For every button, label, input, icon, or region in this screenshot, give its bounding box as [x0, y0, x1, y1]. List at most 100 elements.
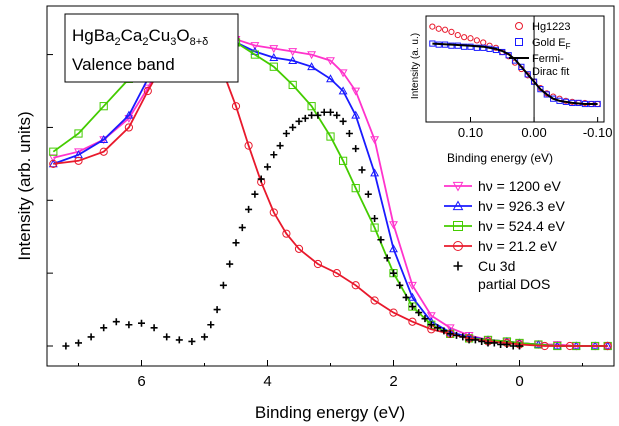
inset-y-axis-label: Intensity (a. u.)	[410, 33, 421, 99]
main-point-0-14	[326, 57, 335, 66]
main-point-4-35	[352, 145, 360, 153]
main-point-4-60	[509, 342, 517, 350]
annotation-valence-band: Valence band	[72, 55, 175, 74]
main-point-4-45	[415, 309, 423, 317]
main-point-4-51	[453, 331, 460, 339]
main-legend-label-3: hν = 21.2 eV	[478, 238, 558, 254]
main-point-4-3	[100, 324, 108, 332]
inset-background	[410, 12, 608, 126]
inset-point-0-7	[473, 37, 480, 44]
main-point-2-12	[288, 80, 297, 90]
inset-legend-label-1: Gold EF	[532, 37, 571, 51]
main-point-0-19	[407, 281, 417, 290]
main-point-3-2	[99, 147, 108, 156]
main-point-2-17	[370, 223, 379, 232]
main-point-1-2	[99, 134, 109, 143]
main-point-4-52	[459, 333, 467, 341]
main-point-2-11	[269, 62, 278, 71]
main-point-4-22	[270, 151, 278, 159]
inset-legend-label-2-line2: Dirac fit	[532, 66, 569, 78]
formula-ca: Ca	[121, 26, 143, 45]
main-point-2-19	[408, 302, 417, 311]
main-series-cu-3d	[62, 108, 523, 350]
main-point-3-11	[244, 141, 253, 150]
main-point-3-15	[294, 244, 304, 253]
main-point-3-21	[408, 317, 417, 326]
main-point-4-49	[440, 327, 448, 335]
main-point-2-1	[74, 129, 83, 138]
formula-o: O	[176, 26, 189, 45]
main-point-2-0	[49, 147, 58, 156]
main-point-4-28	[308, 111, 316, 119]
main-point-0-21	[445, 324, 455, 333]
main-point-0-15	[338, 69, 348, 78]
main-point-4-8	[163, 333, 171, 341]
main-point-4-47	[427, 321, 435, 329]
inset-legend-marker-0	[515, 22, 523, 30]
main-x-tick-label-1: 4	[263, 373, 271, 390]
main-legend-label-2: hν = 524.4 eV	[478, 218, 565, 234]
inset-point-0-2	[441, 26, 449, 33]
inset-point-0-6	[467, 35, 474, 42]
main-point-4-5	[125, 321, 133, 329]
formula-sub-3: 3	[170, 36, 176, 48]
main-point-4-13	[213, 306, 221, 314]
main-x-tick-label-0: 6	[137, 373, 145, 390]
inset-legend-label-2: Fermi-	[532, 53, 564, 65]
main-point-4-27	[301, 114, 309, 122]
main-point-4-48	[434, 324, 442, 332]
inset-x-tick-label-2: -0.10	[583, 125, 613, 140]
main-legend-label-0: hν = 1200 eV	[478, 178, 562, 194]
main-point-4-32	[333, 111, 341, 119]
main-point-4-61	[516, 342, 523, 350]
main-point-0-1	[74, 148, 83, 157]
main-y-axis-label: Intensity (arb. units)	[15, 111, 34, 260]
inset-plot-frame	[425, 15, 605, 123]
main-point-4-46	[421, 315, 429, 323]
main-point-4-42	[396, 281, 404, 289]
annotation-box	[64, 13, 239, 83]
inset-legend-marker-1	[515, 38, 523, 46]
formula-sub-2: 2	[142, 36, 148, 48]
main-point-4-59	[503, 340, 511, 348]
main-point-4-17	[238, 224, 246, 232]
main-point-0-18	[389, 221, 398, 230]
main-point-4-54	[471, 336, 479, 344]
main-point-3-0	[49, 159, 58, 168]
main-point-3-14	[282, 229, 291, 238]
formula-cu: Cu	[149, 26, 171, 45]
main-point-3-10	[231, 102, 241, 111]
main-point-4-12	[207, 321, 215, 329]
main-legend: hν = 1200 eV hν = 926.3 eV hν = 524.4 eV hν…	[444, 178, 565, 292]
main-point-0-20	[426, 312, 436, 321]
inset-legend-label-0: Hg1223	[532, 21, 571, 33]
main-point-4-0	[62, 342, 70, 350]
inset-point-1-14	[518, 63, 525, 70]
main-point-3-29	[565, 341, 575, 351]
main-point-2-2	[99, 102, 108, 111]
main-point-4-7	[150, 324, 158, 332]
main-point-4-19	[251, 190, 259, 198]
formula-sub-4: 8+δ	[190, 36, 209, 48]
main-point-4-55	[478, 337, 486, 345]
main-point-1-18	[389, 244, 398, 253]
inset-fit-line	[432, 42, 598, 105]
main-point-3-1	[74, 156, 83, 165]
inset-point-0-4	[454, 31, 461, 39]
inset-point-1-15	[524, 71, 531, 78]
main-point-4-11	[201, 333, 208, 341]
main-point-3-23	[446, 329, 455, 338]
main-legend-label-4-line2: partial DOS	[478, 276, 550, 292]
main-point-4-44	[408, 303, 416, 311]
main-point-4-56	[484, 339, 492, 347]
inset-series-fermi	[432, 42, 598, 105]
main-point-2-15	[339, 156, 348, 165]
main-point-4-53	[465, 336, 473, 344]
main-point-4-38	[371, 215, 379, 222]
main-legend-marker-4	[453, 261, 463, 271]
formula-sub-1: 2	[115, 36, 121, 48]
main-point-4-18	[245, 205, 253, 213]
inset-x-tick-label-1: 0.00	[521, 125, 546, 140]
main-point-4-39	[377, 236, 385, 244]
main-point-1-12	[288, 56, 298, 65]
